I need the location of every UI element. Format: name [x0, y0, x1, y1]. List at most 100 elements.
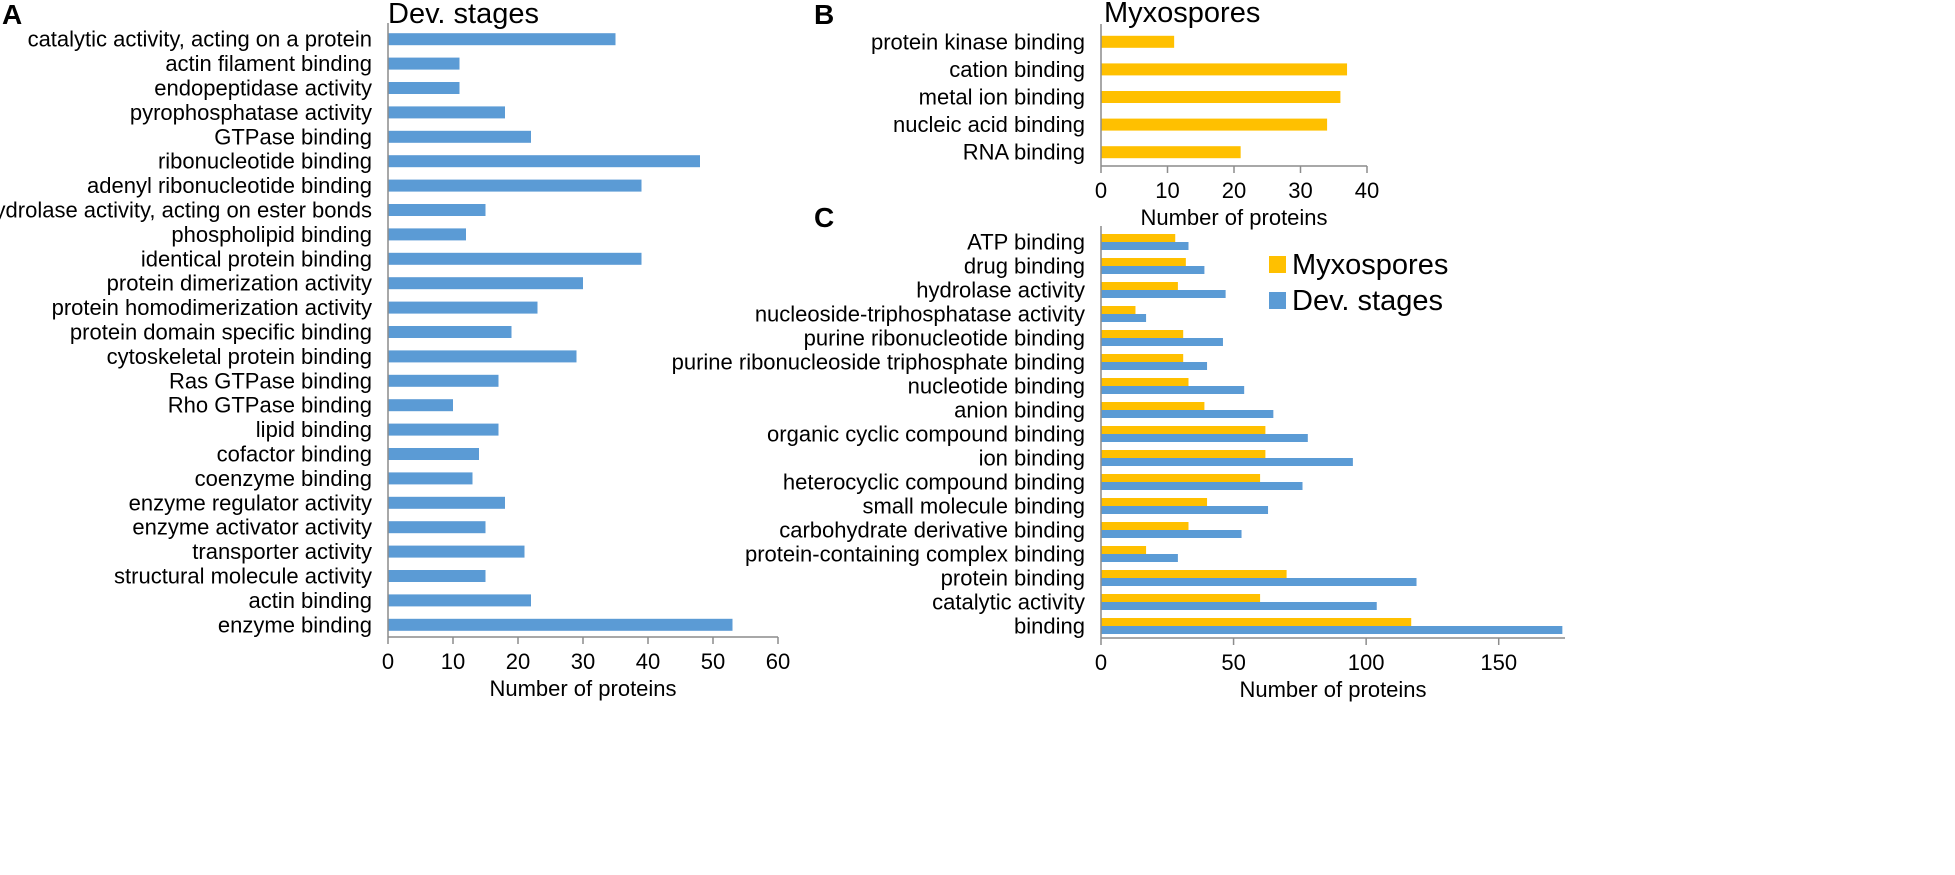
bar — [1101, 594, 1261, 602]
x-tick-label: 40 — [1355, 178, 1379, 203]
chart-panel-a: catalytic activity, acting on a proteina… — [0, 0, 790, 701]
bar — [1101, 362, 1208, 370]
category-label: protein-containing complex binding — [745, 542, 1085, 567]
bar — [388, 374, 499, 387]
category-label: carbohydrate derivative binding — [779, 518, 1085, 543]
bar — [1101, 258, 1186, 266]
bar — [388, 130, 531, 143]
x-tick-label: 0 — [382, 649, 394, 674]
x-tick-label: 20 — [506, 649, 530, 674]
category-label: endopeptidase activity — [154, 76, 372, 101]
category-label: nucleotide binding — [908, 374, 1085, 399]
category-label: cytoskeletal protein binding — [107, 344, 372, 369]
category-label: Rho GTPase binding — [168, 393, 372, 418]
bar — [1101, 458, 1353, 466]
x-tick-label: 30 — [571, 649, 595, 674]
category-label: small molecule binding — [862, 494, 1085, 519]
category-label: drug binding — [964, 254, 1085, 279]
bar — [1101, 146, 1241, 159]
bar — [1101, 290, 1226, 298]
category-label: catalytic activity — [932, 590, 1085, 615]
bar — [388, 82, 460, 94]
bar — [1101, 618, 1412, 626]
bar — [388, 179, 642, 192]
bar — [1101, 434, 1308, 442]
bar — [388, 399, 453, 412]
category-label: enzyme regulator activity — [129, 490, 372, 515]
bar — [388, 106, 505, 119]
chart-title: Dev. stages — [388, 0, 539, 30]
bar — [1101, 234, 1176, 242]
panel-label-b: B — [814, 0, 834, 30]
bar — [1101, 554, 1178, 562]
bar — [388, 521, 486, 534]
bar — [1101, 386, 1245, 394]
category-label: protein homodimerization activity — [52, 295, 372, 320]
category-label: anion binding — [954, 398, 1085, 423]
x-axis-title: Number of proteins — [1140, 205, 1327, 230]
x-tick-label: 20 — [1222, 178, 1246, 203]
bar — [1101, 91, 1341, 103]
category-label: RNA binding — [963, 140, 1085, 165]
category-label: heterocyclic compound binding — [783, 470, 1085, 495]
legend-label: Dev. stages — [1292, 285, 1443, 317]
bar — [388, 350, 577, 363]
category-label: GTPase binding — [214, 124, 372, 149]
category-label: purine ribonucleotide binding — [804, 326, 1085, 351]
bar — [1101, 626, 1563, 634]
category-label: hydrolase activity — [916, 278, 1085, 303]
x-tick-label: 100 — [1348, 650, 1385, 675]
x-tick-label: 50 — [1221, 650, 1245, 675]
category-label: protein binding — [941, 566, 1085, 591]
category-label: enzyme binding — [218, 612, 372, 637]
category-label: metal ion binding — [919, 85, 1085, 110]
x-tick-label: 0 — [1095, 650, 1107, 675]
bar — [388, 618, 733, 631]
bar — [1101, 35, 1175, 48]
bar — [1101, 474, 1261, 482]
bar — [388, 570, 486, 582]
bar — [1101, 118, 1328, 131]
bar — [1101, 242, 1189, 250]
bar — [1101, 402, 1205, 410]
bar — [388, 472, 473, 485]
panel-label-c: C — [814, 202, 834, 233]
bar — [388, 57, 460, 70]
category-label: nucleic acid binding — [893, 112, 1085, 137]
category-label: nucleoside-triphosphatase activity — [755, 302, 1085, 327]
bar — [1101, 498, 1208, 506]
bar — [1101, 338, 1223, 346]
bar — [1101, 506, 1269, 514]
category-label: binding — [1014, 614, 1085, 639]
chart-panel-b: protein kinase binding cation binding meta… — [871, 0, 1379, 230]
panel-label-a: A — [2, 0, 22, 30]
bar — [1101, 282, 1178, 290]
category-label: coenzyme binding — [195, 466, 372, 491]
category-label: cofactor binding — [217, 442, 372, 467]
category-label: actin filament binding — [165, 51, 372, 76]
bar — [1101, 426, 1266, 434]
legend: Myxospores Dev. stages — [1269, 249, 1448, 317]
bar — [388, 277, 583, 290]
category-label: protein kinase binding — [871, 29, 1085, 54]
bar — [388, 155, 700, 168]
legend-swatch — [1269, 292, 1286, 309]
legend-swatch — [1269, 256, 1286, 273]
bar — [1101, 570, 1287, 578]
bar — [1101, 354, 1184, 362]
category-label: ATP binding — [967, 230, 1085, 255]
bar — [1101, 330, 1184, 338]
category-label: protein domain specific binding — [70, 320, 372, 345]
bar — [1101, 602, 1377, 610]
category-label: transporter activity — [192, 539, 372, 564]
category-label: enzyme activator activity — [132, 515, 372, 540]
bar — [1101, 522, 1189, 530]
bar — [1101, 530, 1242, 538]
bar — [388, 301, 538, 314]
x-tick-label: 0 — [1095, 178, 1107, 203]
x-tick-label: 50 — [701, 649, 725, 674]
x-axis-title: Number of proteins — [1239, 677, 1426, 702]
category-label: Ras GTPase binding — [169, 368, 372, 393]
chart-title: Myxospores — [1104, 0, 1260, 29]
